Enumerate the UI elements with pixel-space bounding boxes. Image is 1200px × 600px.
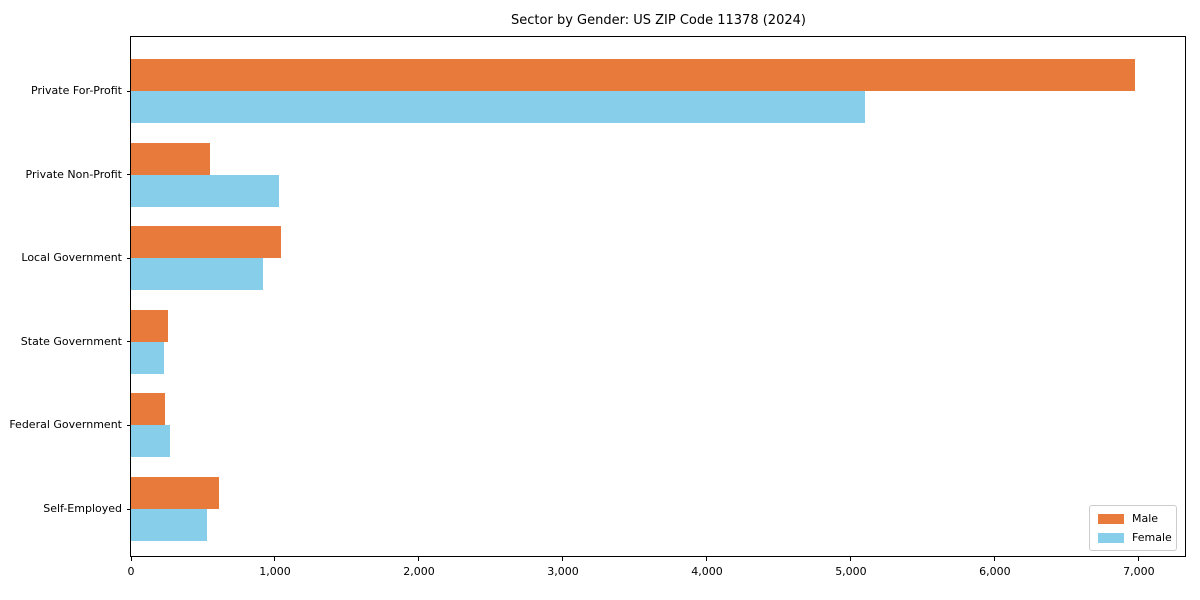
- x-axis-tick-label: 6,000: [979, 565, 1011, 578]
- legend-label-male: Male: [1132, 512, 1159, 525]
- x-axis-tick-label: 1,000: [259, 565, 291, 578]
- legend-label-female: Female: [1132, 531, 1172, 544]
- y-axis-tick-label: Self-Employed: [43, 502, 122, 515]
- legend: Male Female: [1089, 505, 1177, 551]
- male-color-swatch: [1098, 513, 1124, 524]
- y-axis-tick: [127, 424, 131, 426]
- bar-female-5: [131, 509, 207, 541]
- bar-male-4: [131, 393, 165, 426]
- y-axis-tick-label: Federal Government: [9, 418, 122, 432]
- bar-male-0: [131, 59, 1135, 91]
- bar-male-3: [131, 309, 168, 342]
- bar-male-1: [131, 142, 211, 175]
- legend-entry-female: Female: [1098, 531, 1172, 544]
- y-axis-tick: [127, 257, 131, 259]
- x-axis-tick: [274, 557, 276, 561]
- x-axis-tick-label: 5,000: [835, 565, 867, 578]
- x-axis-tick: [418, 557, 420, 561]
- plot-area: Male Female 0 1,000 2,000 3,000 4,000 5,000 6,…: [9, 36, 1186, 578]
- x-axis-tick: [994, 557, 996, 561]
- bar-female-2: [131, 258, 263, 291]
- y-axis-tick-label: Private For-Profit: [31, 84, 122, 97]
- chart-title: Sector by Gender: US ZIP Code 11378 (202…: [511, 13, 806, 28]
- bar-female-1: [131, 174, 279, 207]
- x-axis-tick-label: 4,000: [691, 565, 723, 578]
- x-axis-tick: [562, 557, 564, 561]
- y-axis-tick: [127, 341, 131, 343]
- x-axis-tick: [1138, 557, 1140, 561]
- bar-male-2: [131, 226, 281, 259]
- bar-female-0: [131, 91, 866, 123]
- x-axis-tick: [130, 557, 132, 561]
- y-axis-tick: [127, 90, 131, 92]
- bar-female-3: [131, 341, 165, 374]
- y-axis-tick-label: Private Non-Profit: [25, 167, 122, 181]
- y-axis-tick-label: Local Government: [21, 251, 122, 265]
- y-axis-tick: [127, 174, 131, 176]
- y-axis-tick-label: State Government: [20, 334, 122, 348]
- female-color-swatch: [1098, 532, 1124, 543]
- y-axis-tick: [127, 508, 131, 510]
- bar-male-5: [131, 477, 219, 509]
- x-axis-tick-label: 3,000: [547, 565, 579, 578]
- x-axis-tick-label: 2,000: [403, 565, 435, 578]
- bar-female-4: [131, 425, 170, 458]
- legend-entry-male: Male: [1098, 512, 1168, 525]
- x-axis-tick: [706, 557, 708, 561]
- x-axis-tick-label: 7,000: [1123, 565, 1155, 578]
- x-axis-tick: [850, 557, 852, 561]
- x-axis-tick-label: 0: [127, 565, 135, 578]
